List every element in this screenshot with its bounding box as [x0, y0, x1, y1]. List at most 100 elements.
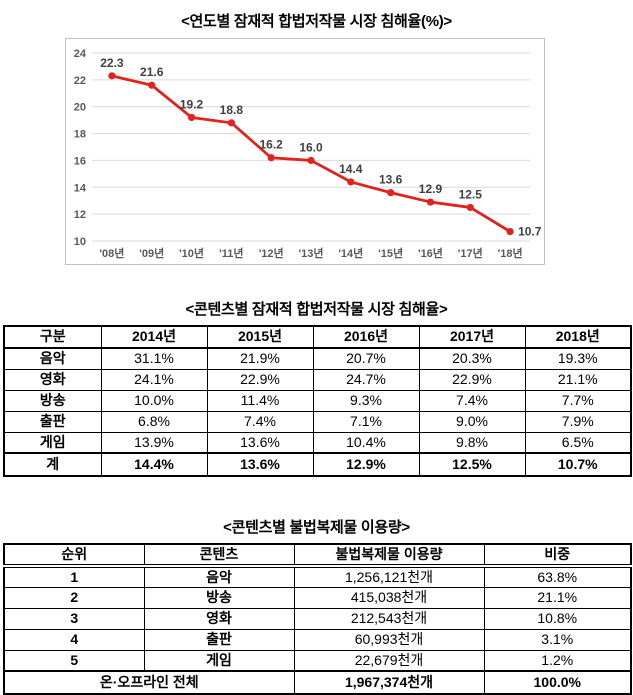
table-cell: 14.4%	[100, 452, 208, 477]
usage-cell: 60,993천개	[293, 628, 485, 651]
total-row: 계 14.4% 13.6% 12.9% 12.5% 10.7%	[3, 452, 632, 477]
rank-cell: 2	[3, 586, 145, 609]
share-cell: 3.1%	[483, 628, 632, 651]
chart-point	[148, 81, 156, 89]
usage-header-row: 순위 콘텐츠 불법복제물 이용량 비중	[3, 543, 632, 568]
table-cell: 22.9%	[206, 368, 314, 391]
column-header: 불법복제물 이용량	[293, 543, 485, 568]
column-header: 비중	[483, 543, 632, 568]
row-label: 음악	[3, 347, 102, 370]
share-cell: 63.8%	[483, 565, 632, 588]
data-label: 10.7	[518, 225, 542, 239]
usage-cell: 415,038천개	[293, 586, 485, 609]
column-header: 구분	[3, 325, 102, 349]
table-cell: 9.3%	[312, 389, 420, 412]
y-tick-label: 16	[74, 155, 86, 167]
chart-point	[426, 198, 435, 206]
x-tick-label: '17년	[458, 246, 483, 260]
table-cell: 10.4%	[312, 431, 420, 454]
chart-svg: 10 12 14 16 18 20 22 24 '08년 '09년 '10년 '11년 '12년 '13년…	[74, 48, 542, 260]
table-cell: 13.6%	[206, 431, 314, 454]
column-header: 순위	[3, 543, 145, 568]
x-tick-label: '12년	[259, 246, 284, 260]
row-label: 출판	[3, 410, 102, 433]
table-cell: 13.9%	[100, 431, 208, 454]
x-tick-label: '14년	[338, 246, 363, 260]
y-tick-label: 22	[74, 75, 86, 87]
chart-point	[108, 72, 116, 80]
table-cell: 24.1%	[100, 368, 208, 391]
y-tick-label: 24	[74, 48, 87, 60]
rank-cell: 5	[3, 649, 145, 672]
infringement-header-row: 구분 2014년 2015년 2016년 2017년 2018년	[3, 325, 632, 349]
usage-cell: 1,256,121천개	[293, 565, 485, 588]
data-label: 22.3	[100, 56, 124, 70]
data-label: 13.6	[379, 173, 403, 187]
data-label: 21.6	[140, 65, 164, 79]
x-tick-label: '11년	[219, 246, 243, 260]
table-cell: 7.1%	[312, 410, 420, 433]
data-label: 12.9	[419, 182, 443, 196]
table-cell: 7.4%	[206, 410, 314, 433]
table-cell: 22.9%	[418, 368, 526, 391]
content-cell: 출판	[143, 628, 295, 651]
table-cell: 12.9%	[312, 452, 420, 477]
table-cell: 9.8%	[418, 431, 526, 454]
row-label: 영화	[3, 368, 102, 391]
rank-cell: 3	[3, 607, 145, 630]
data-label: 12.5	[459, 187, 483, 201]
total-usage-cell: 1,967,374천개	[293, 670, 485, 695]
data-label: 16.2	[260, 138, 284, 152]
x-tick-label: '15년	[378, 246, 403, 260]
column-header: 콘텐츠	[143, 543, 295, 568]
chart-title: <연도별 잠재적 합법저작물 시장 침해율(%)>	[181, 13, 452, 30]
table-row: 3 영화 212,543천개 10.8%	[3, 607, 632, 630]
y-tick-label: 12	[74, 209, 86, 221]
table-cell: 7.9%	[524, 410, 632, 433]
share-cell: 10.8%	[483, 607, 632, 630]
chart-point	[227, 119, 235, 127]
content-cell: 방송	[143, 586, 295, 609]
data-label: 18.8	[220, 103, 244, 117]
table-cell: 21.9%	[206, 347, 314, 370]
y-tick-label: 20	[74, 102, 86, 114]
table-cell: 10.7%	[524, 452, 632, 477]
row-label: 계	[3, 452, 102, 477]
content-cell: 영화	[143, 607, 295, 630]
table-cell: 10.0%	[100, 389, 208, 412]
infringement-table: 구분 2014년 2015년 2016년 2017년 2018년 음악 31.1% 21.9%…	[3, 325, 632, 477]
table-row: 영화 24.1% 22.9% 24.7% 22.9% 21.1%	[3, 368, 632, 391]
infringement-table-title: <콘텐츠별 잠재적 합법저작물 시장 침해율>	[185, 301, 448, 318]
chart-point	[506, 228, 514, 236]
column-header: 2018년	[524, 325, 632, 349]
chart-point	[466, 203, 474, 212]
column-header: 2017년	[418, 325, 526, 349]
content-cell: 음악	[143, 565, 295, 588]
table-row: 2 방송 415,038천개 21.1%	[3, 586, 632, 609]
usage-cell: 212,543천개	[293, 607, 485, 630]
row-label: 게임	[3, 431, 102, 454]
line-chart: 10 12 14 16 18 20 22 24 '08년 '09년 '10년 '11년 '12년 '13년…	[65, 38, 545, 265]
chart-point	[187, 113, 196, 122]
data-label: 16.0	[299, 140, 323, 154]
usage-cell: 22,679천개	[293, 649, 485, 672]
x-tick-label: '08년	[99, 246, 124, 260]
row-label: 방송	[3, 389, 102, 412]
chart-point	[307, 156, 315, 165]
table-cell: 6.5%	[524, 431, 632, 454]
x-tick-label: '13년	[299, 246, 324, 260]
share-cell: 21.1%	[483, 586, 632, 609]
x-tick-label: '09년	[139, 246, 164, 260]
table-row: 게임 13.9% 13.6% 10.4% 9.8% 6.5%	[3, 431, 632, 454]
table-cell: 7.7%	[524, 389, 632, 412]
table-cell: 9.0%	[418, 410, 526, 433]
total-row: 온·오프라인 전체 1,967,374천개 100.0%	[3, 670, 632, 695]
table-cell: 7.4%	[418, 389, 526, 412]
table-cell: 6.8%	[100, 410, 208, 433]
column-header: 2014년	[100, 325, 208, 349]
rank-cell: 1	[3, 565, 145, 588]
table-row: 5 게임 22,679천개 1.2%	[3, 649, 632, 672]
y-tick-label: 14	[74, 182, 87, 194]
table-cell: 20.3%	[418, 347, 526, 370]
